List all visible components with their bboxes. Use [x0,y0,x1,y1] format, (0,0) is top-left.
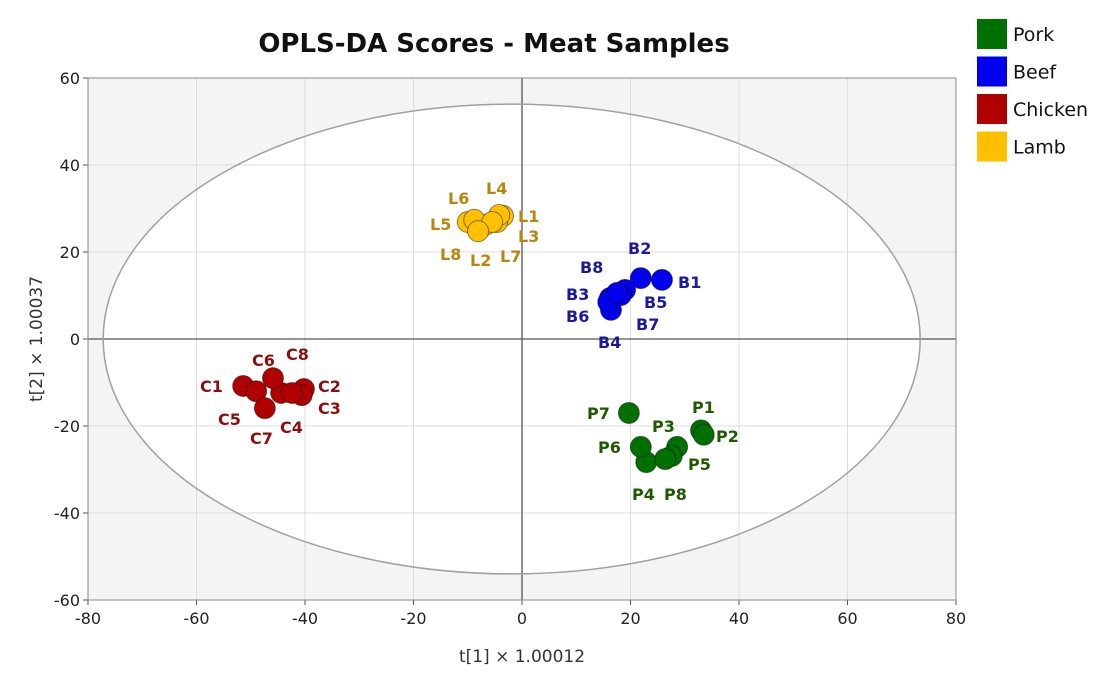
x-tick-label: 60 [837,609,857,628]
x-tick-label: -20 [400,609,426,628]
series-beef [597,267,673,321]
point-label-C7: C7 [250,429,273,448]
point-label-L7: L7 [500,247,521,266]
point-label-C1: C1 [200,377,223,396]
points-layer [232,204,715,474]
y-tick-label: -60 [54,591,80,610]
y-tick-label: 0 [70,330,80,349]
plot-border [87,77,957,601]
y-tick-label: -20 [54,417,80,436]
x-tick-label: -80 [75,609,101,628]
point-label-C4: C4 [280,418,303,437]
point-label-L5: L5 [430,215,451,234]
x-tick-label: 80 [946,609,966,628]
y-axis-label: t[2] × 1.00037 [27,276,47,402]
point-label-L2: L2 [470,251,491,270]
point-label-B5: B5 [644,293,667,312]
x-axis-label: t[1] × 1.00012 [459,647,585,667]
legend-label-beef: Beef [1013,62,1057,84]
x-tick-label: -60 [183,609,209,628]
data-point-P8 [654,448,677,471]
confidence-ellipse [102,103,921,575]
series-chicken [232,367,315,420]
point-label-P8: P8 [664,485,687,504]
data-point-B1 [650,268,673,291]
data-point-P6 [629,435,652,458]
point-label-P2: P2 [716,427,739,446]
y-tick-label: 60 [60,69,80,88]
data-point-C5 [245,380,268,403]
point-label-P6: P6 [598,438,621,457]
data-point-L8 [467,220,490,243]
legend-label-chicken: Chicken [1013,99,1088,121]
legend-swatch-beef [977,56,1007,87]
point-label-B7: B7 [636,315,659,334]
legend-swatch-chicken [977,94,1007,124]
point-label-P7: P7 [587,404,610,423]
point-label-B6: B6 [566,307,589,326]
series-pork [617,401,715,474]
point-label-P3: P3 [652,417,675,436]
point-label-B2: B2 [628,239,651,258]
point-label-P4: P4 [632,485,655,504]
chart-title: OPLS-DA Scores - Meat Samples [258,29,729,59]
data-point-B2 [629,267,652,290]
y-tick-label: 40 [60,156,80,175]
legend-label-lamb: Lamb [1013,137,1066,159]
point-label-P5: P5 [688,455,711,474]
data-point-B8 [605,281,628,304]
point-label-L3: L3 [518,227,539,246]
legend-swatch-pork [977,19,1007,49]
point-label-B4: B4 [598,333,621,352]
x-tick-label: 40 [729,609,749,628]
y-tick-label: -40 [54,504,80,523]
point-label-L8: L8 [440,245,461,264]
legend-swatch-lamb [977,131,1007,162]
point-label-C3: C3 [318,399,341,418]
point-label-C5: C5 [218,410,241,429]
plot-area: -80 -60 -40 -20 0 20 40 60 80-60-40-200204060P1P… [54,69,966,628]
point-label-C8: C8 [286,345,309,364]
legend: Pork Beef Chicken Lamb [977,19,1088,162]
series-lamb [456,204,515,243]
data-point-P7 [617,401,640,424]
point-label-C2: C2 [318,377,341,396]
point-label-P1: P1 [692,398,715,417]
point-label-L4: L4 [486,179,507,198]
point-label-L6: L6 [448,189,469,208]
x-tick-label: -40 [292,609,318,628]
point-label-L1: L1 [518,207,539,226]
point-label-B8: B8 [580,258,603,277]
x-tick-label: 20 [620,609,640,628]
data-point-C7 [253,397,276,420]
point-label-B1: B1 [678,273,701,292]
legend-label-pork: Pork [1013,24,1054,46]
data-point-C6 [261,367,284,390]
data-point-P2 [692,423,715,446]
point-label-C6: C6 [252,351,275,370]
point-label-B3: B3 [566,285,589,304]
x-tick-label: 0 [517,609,527,628]
y-tick-label: 20 [60,243,80,262]
data-point-C8 [280,381,303,404]
